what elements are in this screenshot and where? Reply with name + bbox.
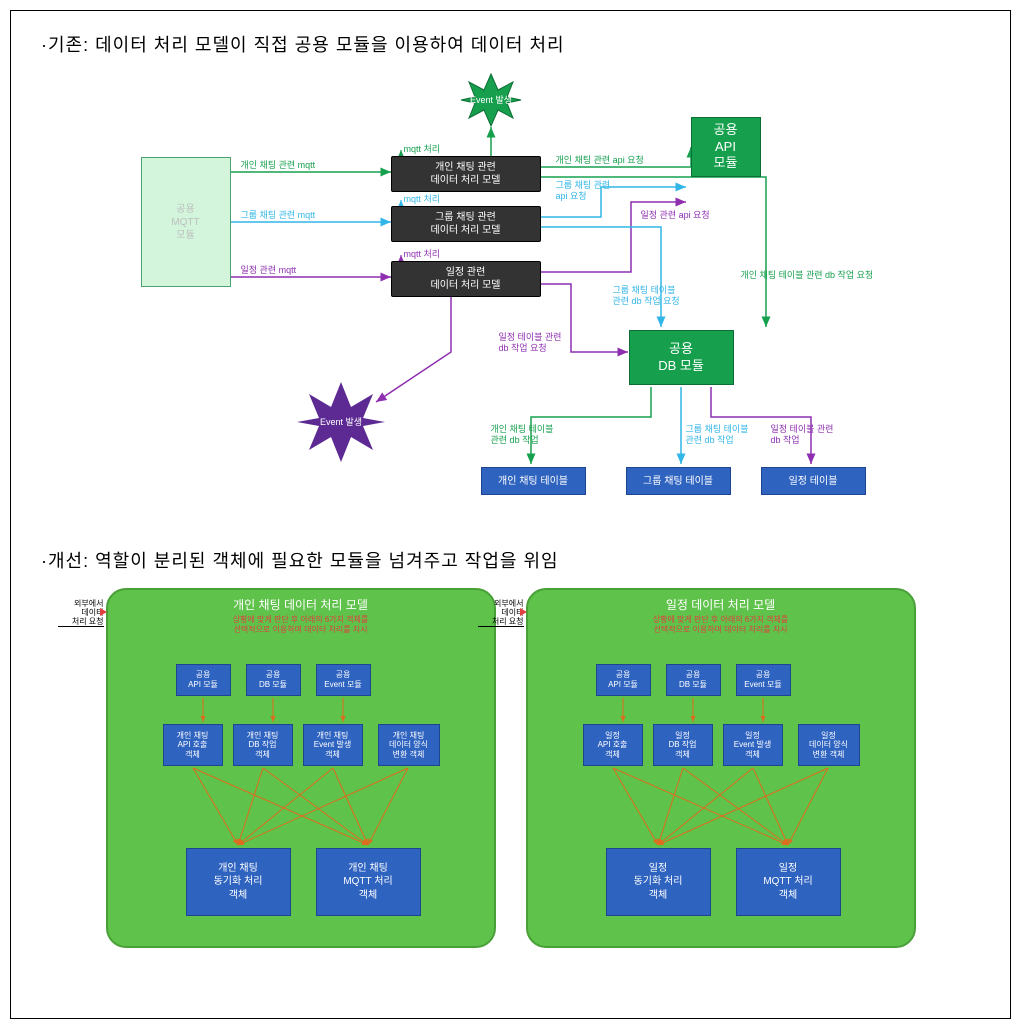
mid-db: 일정DB 작업객체 [653, 724, 713, 766]
top-db: 공용DB 모듈 [666, 664, 721, 696]
mid-api: 일정API 호출객체 [583, 724, 643, 766]
panel-personal: 외부에서데이터처리 요청 개인 채팅 데이터 처리 모델 상황에 맞게 판단 후… [106, 588, 496, 948]
lbl-db1: 개인 채팅 테이블 관련 db 작업 요청 [741, 270, 874, 281]
lbl-w2: 그룹 채팅 테이블관련 db 작업 [686, 424, 749, 446]
heading-improved: ·개선: 역할이 분리된 객체에 필요한 모듈을 넘겨주고 작업을 위임 [41, 547, 980, 573]
mid-fmt: 일정데이터 양식변환 객체 [798, 724, 860, 766]
diagram-existing: Event 발생 Event 발생 공용MQTT모듈 개인 채팅 관련데이터 처… [131, 72, 891, 517]
db-module: 공용DB 모듈 [629, 330, 734, 385]
mid-fmt: 개인 채팅데이터 양식변환 객체 [378, 724, 440, 766]
lbl-api2: 그룹 채팅 관련api 요청 [556, 180, 611, 202]
ext-label-left: 외부에서데이터처리 요청 [58, 600, 104, 627]
proc-group: 그룹 채팅 관련데이터 처리 모델 [391, 206, 541, 242]
table-group: 그룹 채팅 테이블 [626, 467, 731, 495]
lbl-api1: 개인 채팅 관련 api 요청 [556, 155, 644, 166]
mid-event: 일정Event 발생객체 [723, 724, 783, 766]
big-sync: 일정동기화 처리객체 [606, 848, 711, 916]
diagram-improved: 외부에서데이터처리 요청 개인 채팅 데이터 처리 모델 상황에 맞게 판단 후… [61, 588, 961, 958]
big-mqtt: 개인 채팅MQTT 처리객체 [316, 848, 421, 916]
lbl-db2: 그룹 채팅 테이블관련 db 작업 요청 [613, 285, 680, 307]
big-mqtt: 일정MQTT 처리객체 [736, 848, 841, 916]
lbl-api3: 일정 관련 api 요청 [641, 210, 710, 221]
top-db: 공용DB 모듈 [246, 664, 301, 696]
top-api: 공용API 모듈 [176, 664, 231, 696]
lbl-w3: 일정 테이블 관련db 작업 [771, 424, 834, 446]
ext-arrow-icon [520, 608, 527, 616]
lbl-mq1: 개인 채팅 관련 mqtt [241, 160, 316, 171]
lbl-mq3: 일정 관련 mqtt [241, 265, 297, 276]
lbl-db3: 일정 테이블 관련db 작업 요청 [499, 332, 562, 354]
top-api: 공용API 모듈 [596, 664, 651, 696]
ext-arrow-icon [100, 608, 107, 616]
panel-title-left: 개인 채팅 데이터 처리 모델 [108, 590, 494, 615]
panel-title-right: 일정 데이터 처리 모델 [528, 590, 914, 615]
table-personal: 개인 채팅 테이블 [481, 467, 586, 495]
big-sync: 개인 채팅동기화 처리객체 [186, 848, 291, 916]
mqtt-module: 공용MQTT모듈 [141, 157, 231, 287]
table-schedule: 일정 테이블 [761, 467, 866, 495]
panel-schedule: 외부에서데이터처리 요청 일정 데이터 처리 모델 상황에 맞게 판단 후 아래… [526, 588, 916, 948]
api-module: 공용API모듈 [691, 117, 761, 177]
lbl-mh2: mqtt 처리 [404, 194, 441, 205]
lbl-mh1: mqtt 처리 [404, 144, 441, 155]
proc-personal: 개인 채팅 관련데이터 처리 모델 [391, 156, 541, 192]
proc-schedule: 일정 관련데이터 처리 모델 [391, 261, 541, 297]
svg-text:Event 발생: Event 발생 [469, 95, 511, 105]
lbl-w1: 개인 채팅 테이블관련 db 작업 [491, 424, 554, 446]
panel-hint-right: 상황에 맞게 판단 후 아래의 6가지 객체를선택적으로 이용하며 데이터 처리… [528, 615, 914, 634]
top-event: 공용Event 모듈 [316, 664, 371, 696]
top-event: 공용Event 모듈 [736, 664, 791, 696]
svg-text:Event 발생: Event 발생 [319, 417, 361, 427]
page-container: ·기존: 데이터 처리 모델이 직접 공용 모듈을 이용하여 데이터 처리 [10, 10, 1011, 1019]
mid-db: 개인 채팅DB 작업객체 [233, 724, 293, 766]
panel-hint-left: 상황에 맞게 판단 후 아래의 6가지 객체를선택적으로 이용하며 데이터 처리… [108, 615, 494, 634]
mid-api: 개인 채팅API 호출객체 [163, 724, 223, 766]
ext-label-right: 외부에서데이터처리 요청 [478, 600, 524, 627]
mid-event: 개인 채팅Event 발생객체 [303, 724, 363, 766]
lbl-mq2: 그룹 채팅 관련 mqtt [241, 210, 316, 221]
heading-existing: ·기존: 데이터 처리 모델이 직접 공용 모듈을 이용하여 데이터 처리 [41, 31, 980, 57]
lbl-mh3: mqtt 처리 [404, 249, 441, 260]
